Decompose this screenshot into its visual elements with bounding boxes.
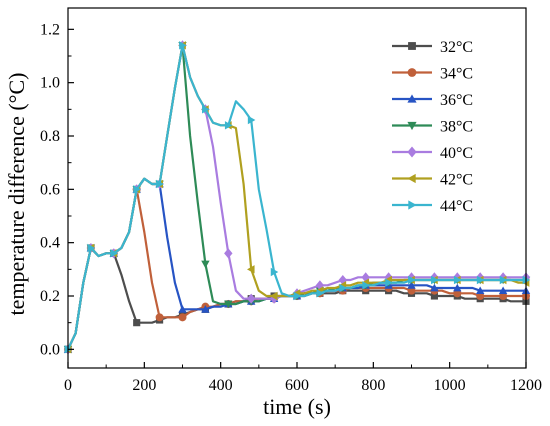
x-tick-label: 400 [209, 377, 233, 394]
data-point [407, 281, 416, 289]
legend-marker [408, 42, 416, 50]
legend-entry: 32°C [392, 39, 473, 56]
legend-label: 38°C [440, 119, 473, 136]
data-point [133, 319, 141, 327]
data-point [201, 260, 210, 269]
legend-label: 42°C [440, 172, 473, 189]
axis-ticks: 0 200 400 600 800 1000 1200 0.0 0.2 0.4 0.6 0.8 1.0 1… [40, 21, 542, 394]
data-point [431, 275, 439, 285]
data-point [110, 249, 118, 258]
data-point [270, 267, 279, 277]
data-point [224, 121, 233, 130]
data-point [247, 115, 256, 125]
data-point [499, 275, 508, 285]
y-tick-label: 0.6 [40, 181, 60, 198]
data-point [453, 275, 462, 285]
data-point [179, 41, 187, 50]
y-tick-label: 0.0 [40, 341, 60, 358]
data-point [87, 243, 96, 253]
y-axis-label: temperature difference (°C) [4, 73, 29, 316]
y-tick-label: 0.2 [40, 288, 60, 305]
data-point [224, 300, 233, 309]
data-point [385, 278, 393, 287]
data-point [498, 286, 508, 295]
legend-entry: 36°C [392, 92, 473, 109]
data-point [453, 283, 462, 292]
x-tick-label: 600 [285, 377, 309, 394]
data-point [476, 286, 485, 295]
data-point [155, 313, 164, 322]
y-tick-label: 0.4 [40, 235, 60, 252]
legend-label: 36°C [440, 92, 473, 109]
legend-marker [407, 121, 417, 131]
legend-label: 32°C [440, 39, 473, 56]
data-point [202, 105, 210, 114]
data-point [430, 292, 438, 300]
data-point [178, 305, 187, 313]
data-point [362, 281, 370, 290]
data-point [316, 289, 325, 298]
x-axis-label: time (s) [263, 394, 331, 419]
x-tick-label: 200 [132, 377, 156, 394]
legend-entry: 34°C [392, 66, 473, 83]
legend-marker [407, 146, 417, 158]
y-tick-label: 1.2 [40, 21, 60, 38]
data-point [178, 313, 187, 322]
data-point [156, 179, 164, 189]
legend-entry: 42°C [392, 172, 473, 189]
data-point [247, 265, 255, 274]
data-point [430, 283, 439, 292]
legend-label: 44°C [440, 198, 473, 215]
legend-entry: 38°C [392, 119, 473, 136]
legend-label: 40°C [440, 145, 473, 162]
y-tick-label: 0.8 [40, 128, 60, 145]
data-point [269, 291, 278, 301]
y-tick-label: 1.0 [40, 75, 60, 92]
data-point [247, 293, 256, 304]
legend-marker [407, 68, 417, 77]
x-tick-label: 800 [361, 377, 385, 394]
data-point [338, 274, 347, 286]
plot-series [63, 40, 531, 355]
x-tick-label: 1200 [510, 377, 542, 394]
x-tick-label: 0 [64, 377, 72, 394]
legend-label: 34°C [440, 66, 473, 83]
legend: 32°C 34°C 36°C 38°C 40°C 42°C 44°C [392, 39, 473, 215]
data-point [339, 283, 347, 293]
legend-marker [408, 200, 417, 210]
data-point [408, 275, 416, 285]
legend-marker [407, 94, 417, 103]
data-point [201, 305, 210, 313]
legend-marker [407, 173, 416, 184]
data-point [224, 248, 233, 259]
data-point [476, 275, 485, 285]
x-tick-label: 1000 [434, 377, 466, 394]
legend-entry: 44°C [392, 198, 473, 215]
data-point [293, 291, 302, 301]
data-point [133, 185, 141, 194]
legend-entry: 40°C [392, 145, 473, 162]
